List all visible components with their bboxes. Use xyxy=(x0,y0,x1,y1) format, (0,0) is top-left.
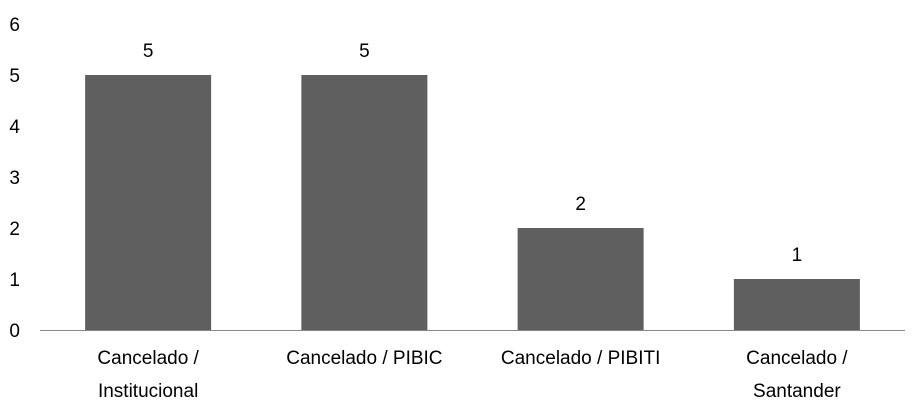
bar xyxy=(301,75,428,330)
x-category-label: Cancelado / xyxy=(97,348,199,369)
y-tick-label: 4 xyxy=(9,117,20,138)
bar-data-label: 5 xyxy=(143,41,154,62)
y-tick-label: 5 xyxy=(9,66,20,87)
y-tick-label: 2 xyxy=(9,219,20,240)
bar xyxy=(733,279,860,330)
x-category-label: Santander xyxy=(753,381,841,402)
y-tick-label: 1 xyxy=(9,270,20,291)
bar xyxy=(85,75,212,330)
y-tick-label: 0 xyxy=(9,321,20,342)
bar-data-label: 2 xyxy=(575,194,586,215)
bar-data-label: 5 xyxy=(359,41,370,62)
x-category-label: Cancelado / PIBIC xyxy=(286,348,442,369)
x-category-label: Cancelado / PIBITI xyxy=(501,348,660,369)
bar-data-label: 1 xyxy=(792,245,803,266)
bar xyxy=(517,228,644,330)
x-category-label: Institucional xyxy=(98,381,198,402)
y-tick-label: 3 xyxy=(9,168,20,189)
y-tick-label: 6 xyxy=(9,15,20,36)
x-category-label: Cancelado / xyxy=(746,348,848,369)
